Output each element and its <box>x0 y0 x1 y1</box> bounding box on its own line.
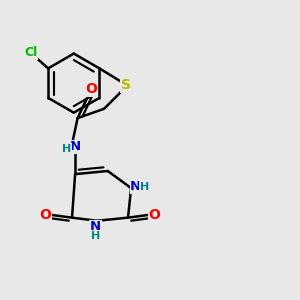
Text: N: N <box>90 220 101 233</box>
Text: H: H <box>140 182 149 191</box>
Text: O: O <box>40 208 52 221</box>
Text: N: N <box>130 180 141 193</box>
Text: N: N <box>70 140 81 153</box>
Text: Cl: Cl <box>25 46 38 59</box>
Text: S: S <box>121 79 131 92</box>
Text: H: H <box>91 231 100 241</box>
Text: H: H <box>62 144 71 154</box>
Text: O: O <box>148 208 160 221</box>
Text: O: O <box>86 82 98 96</box>
